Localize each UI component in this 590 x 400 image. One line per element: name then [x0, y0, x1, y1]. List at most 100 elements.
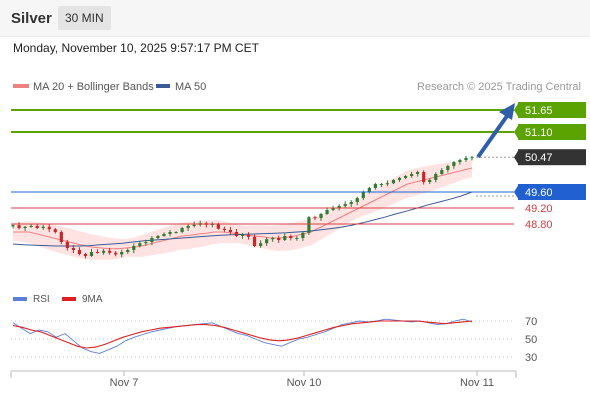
- level-label-pointer: [514, 184, 519, 200]
- candle-body: [108, 250, 112, 253]
- candle-body: [295, 238, 299, 239]
- level-label-support: 49.20: [525, 203, 553, 215]
- level-label-pointer: [514, 124, 519, 140]
- candle-body: [138, 243, 142, 246]
- candle-body: [53, 229, 57, 232]
- timeframe-badge[interactable]: 30 MIN: [58, 6, 111, 30]
- candle-body: [416, 172, 420, 174]
- forecast-arrow: [476, 114, 509, 159]
- candle-body: [65, 242, 69, 248]
- candle-body: [271, 238, 275, 240]
- candle-body: [397, 178, 402, 180]
- level-label-box: [518, 149, 586, 166]
- legend-rsi-label: RSI: [33, 294, 50, 305]
- forecast-arrowhead: [499, 103, 515, 120]
- candle-body: [168, 232, 172, 234]
- rsi-line: [12, 318, 473, 354]
- candle-body: [156, 236, 160, 238]
- candle-body: [343, 204, 347, 206]
- candle-body: [325, 210, 329, 214]
- candle-body: [428, 180, 432, 182]
- level-label-support: 48.80: [525, 219, 553, 231]
- candle-body: [373, 184, 377, 188]
- candle-body: [403, 176, 408, 178]
- candle-body: [11, 225, 15, 227]
- candle-body: [228, 230, 233, 232]
- candle-body: [331, 208, 335, 210]
- level-lines: 51.65 51.10 50.47 49.60 49.20 48.80: [11, 102, 586, 231]
- candle-body: [144, 242, 148, 244]
- instrument-title: Silver: [11, 10, 52, 27]
- legend-swatch-rsi-ma: [62, 297, 76, 301]
- candle-body: [162, 234, 166, 236]
- level-label-box: [518, 124, 586, 140]
- candle-body: [440, 170, 444, 174]
- legend-ma50-label: MA 50: [175, 81, 206, 93]
- level-label-box: [518, 102, 586, 118]
- candle-body: [222, 228, 226, 230]
- candle-body: [101, 250, 106, 253]
- candle-body: [47, 226, 51, 230]
- candle-body: [120, 252, 124, 255]
- candle-body: [470, 157, 474, 159]
- candle-body: [391, 180, 396, 184]
- level-label-resistance: 51.65: [525, 105, 553, 117]
- chart-header: Silver 30 MIN: [0, 0, 590, 37]
- candle-body: [174, 232, 178, 233]
- legend-swatch-ma20: [13, 84, 29, 88]
- candle-body: [234, 232, 239, 236]
- candle-body: [434, 174, 438, 180]
- candle-body: [240, 234, 245, 236]
- legend-swatch-rsi: [13, 297, 27, 301]
- candle-body: [289, 236, 293, 238]
- candle-body: [259, 243, 263, 246]
- candle-body: [192, 224, 196, 226]
- candle-body: [216, 224, 220, 229]
- candle-body: [385, 183, 390, 185]
- rsi-ma-line: [12, 320, 473, 349]
- candle-body: [265, 239, 269, 244]
- candle-body: [83, 254, 88, 256]
- candle-body: [23, 226, 27, 228]
- candle-body: [301, 232, 305, 238]
- candle-body: [367, 188, 371, 192]
- candle-body: [307, 217, 311, 233]
- candle-body: [452, 162, 456, 166]
- candle-body: [361, 192, 365, 198]
- candle-body: [349, 202, 353, 204]
- x-axis-ticks: Nov 7 Nov 10 Nov 11: [110, 371, 494, 389]
- bollinger-band-area: [13, 158, 472, 260]
- level-label-last: 50.47: [525, 152, 553, 164]
- rsi-tick-label: 50: [525, 334, 537, 346]
- x-axis-tick-label: Nov 7: [110, 377, 139, 389]
- level-label-pivot: 49.60: [525, 187, 553, 199]
- candle-body: [59, 232, 63, 242]
- candle-body: [77, 250, 82, 254]
- candle-body: [180, 228, 184, 232]
- candle-body: [35, 226, 39, 228]
- level-label-resistance: 51.10: [525, 127, 553, 139]
- candle-body: [319, 214, 323, 218]
- rsi-tick-label: 30: [525, 352, 537, 364]
- candle-body: [337, 206, 341, 208]
- candle-body: [126, 250, 130, 252]
- legend-swatch-ma50: [156, 84, 170, 88]
- candle-body: [71, 248, 75, 250]
- candle-body: [186, 226, 190, 228]
- candle-body: [313, 217, 317, 219]
- candle-body: [150, 238, 154, 242]
- candle-body: [29, 226, 33, 227]
- candle-body: [464, 158, 468, 160]
- candle-body: [132, 246, 136, 250]
- legend-ma20-label: MA 20 + Bollinger Bands: [33, 81, 154, 93]
- candle-body: [277, 238, 281, 240]
- x-axis-tick-label: Nov 10: [287, 377, 322, 389]
- x-axis-tick-label: Nov 11: [460, 377, 494, 389]
- candle-body: [41, 226, 45, 228]
- candle-body: [379, 184, 384, 185]
- candle-body: [283, 236, 287, 240]
- rsi-plot: 70 50 30: [11, 316, 537, 364]
- copyright-text: Research © 2025 Trading Central: [417, 81, 581, 93]
- candle-body: [422, 172, 426, 182]
